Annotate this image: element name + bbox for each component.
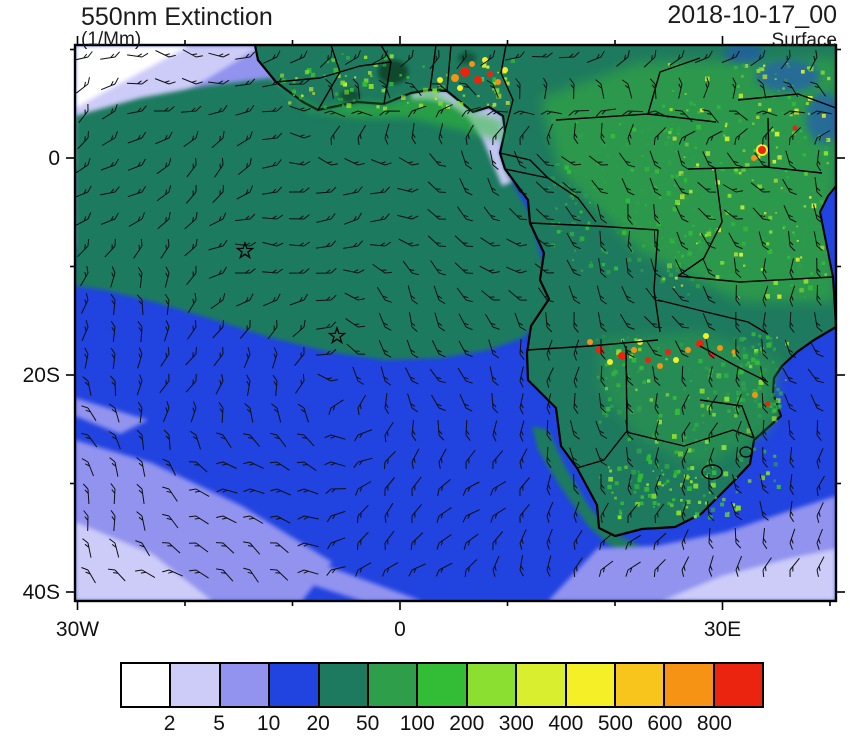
colorbar-cell	[714, 664, 763, 706]
colorbar-boundary-label: 400	[548, 712, 584, 735]
y-tick-label: 20S	[23, 364, 60, 387]
low-aerosol-bands-nw	[75, 45, 345, 250]
axis-ticks	[66, 36, 845, 610]
colorbar-cell	[270, 664, 320, 706]
x-tick-label: 30W	[56, 618, 99, 641]
x-tick-label: 0	[394, 618, 406, 641]
colorbar-cell	[615, 664, 666, 706]
y-tick-label: 40S	[23, 581, 60, 604]
colorbar-boundary-label: 2	[163, 712, 176, 735]
colorbar-boundary-label: 100	[399, 712, 435, 735]
colorbar-boundary-label: 600	[647, 712, 683, 735]
map-layers	[75, 45, 836, 601]
colorbar-boundary-label: 300	[498, 712, 534, 735]
low-aerosol-bands-south	[75, 398, 836, 601]
x-tick-label: 30E	[704, 618, 741, 641]
station-markers	[235, 241, 347, 345]
wind-barbs	[75, 49, 832, 584]
colorbar-cell	[418, 664, 468, 706]
colorbar-cell	[467, 664, 518, 706]
colorbar-boundary-label: 10	[256, 712, 281, 735]
colorbar-boundary-label: 200	[449, 712, 485, 735]
fire-hotspots	[437, 57, 798, 407]
indian-ocean-sliver	[818, 184, 836, 328]
colorbar-cell	[517, 664, 567, 706]
coastal-clean-strip	[411, 90, 512, 186]
map-frame: 30W 0 30E 0 20S 40S	[23, 36, 845, 641]
colorbar-boundary-label: 500	[597, 712, 633, 735]
sw-coast-band	[532, 426, 640, 556]
colorbar-boundary-label: 5	[213, 712, 225, 735]
plot-units-label: (1/Mm)	[81, 29, 142, 50]
colorbar-boundary-label: 20	[306, 712, 330, 735]
y-tick-label: 0	[48, 147, 60, 170]
colorbar-cell	[665, 664, 715, 706]
colorbar-cell	[368, 664, 419, 706]
colorbar-boundary-label: 50	[356, 712, 380, 735]
colorbar-boundary-label: 800	[696, 712, 732, 735]
colorbar-cell	[566, 664, 616, 706]
colorbar-cell	[319, 664, 369, 706]
smoke-plume	[75, 78, 549, 360]
map-figure: 30W 0 30E 0 20S 40S	[23, 36, 845, 641]
colorbar-cell	[122, 664, 172, 706]
colorbar	[120, 662, 764, 708]
plot-title: 550nm Extinction	[81, 3, 273, 31]
plot-datetime: 2018-10-17_00	[667, 1, 837, 29]
plot-level-label: Surface	[771, 30, 837, 51]
colorbar-cell	[220, 664, 271, 706]
colorbar-cell	[171, 664, 221, 706]
